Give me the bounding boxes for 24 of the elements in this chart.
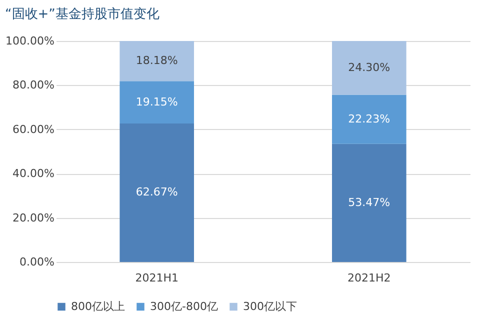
x-tick-label: 2021H1 [135,272,178,284]
legend-label: 300亿以下 [243,300,297,313]
legend-label: 300亿-800亿 [150,300,218,313]
y-tick-label: 80.00% [12,78,54,92]
bar [120,124,194,262]
text: 53.47% [348,196,390,209]
text: 22.23% [348,112,390,126]
y-tick-label: 20.00% [12,211,54,224]
text: 19.15% [136,95,178,108]
x-tick-label: 2021H2 [348,272,391,284]
bar [332,94,406,144]
bar [332,41,406,95]
y-tick-label: 0.00% [20,256,54,268]
bar [120,81,194,124]
bar [332,144,406,262]
chart-title: “固收+”基金持股市值变化 [5,7,160,22]
text: 24.30% [348,60,390,74]
y-tick-label: 60.00% [12,122,54,136]
bar [120,41,194,82]
y-tick-label: 40.00% [12,167,54,180]
y-tick-label: 100.00% [6,34,54,48]
text: 62.67% [136,186,178,199]
text: 18.18% [136,54,178,68]
legend-label: 800亿以上 [71,300,125,313]
